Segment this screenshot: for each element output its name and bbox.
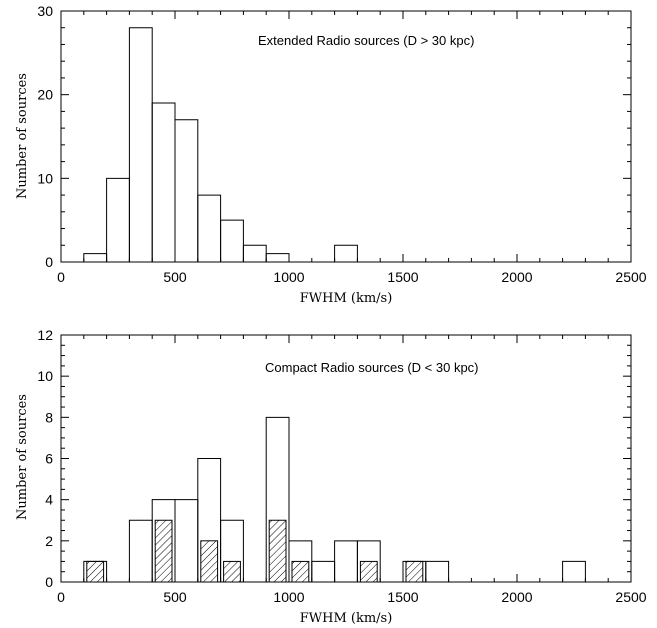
hatched-bar [405, 560, 424, 583]
histogram-bar [106, 177, 130, 262]
x-tick-label: 2500 [615, 269, 646, 285]
hatched-bar [359, 560, 378, 583]
histogram-bar [174, 119, 199, 262]
histogram-bar [83, 253, 108, 262]
histogram-bar [197, 194, 222, 262]
histogram-bar [334, 540, 358, 582]
annotation-compact: Compact Radio sources (D < 30 kpc) [265, 360, 479, 375]
x-tick-label: 2000 [501, 269, 532, 285]
x-tick-label: 1000 [273, 589, 304, 605]
y-tick-label: 0 [45, 254, 53, 270]
y-tick-label: 2 [45, 533, 53, 549]
y-tick-label: 30 [37, 3, 53, 19]
y-axis-title: Number of sources [15, 394, 30, 520]
x-tick-label: 500 [163, 269, 187, 285]
histogram-bar [334, 244, 358, 262]
hatched-bar [291, 560, 310, 583]
histogram-bar [151, 102, 176, 262]
histogram-bar [220, 519, 244, 582]
hatched-bar [268, 519, 287, 583]
y-tick-label: 12 [37, 327, 53, 343]
y-tick-label: 4 [45, 492, 53, 508]
x-tick-label: 0 [57, 269, 65, 285]
panel-compact-sources: Compact Radio sources (D < 30 kpc) FWHM … [15, 327, 647, 626]
x-tick-label: 1500 [387, 589, 418, 605]
y-axis-title: Number of sources [15, 73, 30, 199]
histogram-bar [242, 244, 267, 262]
y-tick-label: 10 [37, 368, 53, 384]
histogram-bar [562, 560, 586, 582]
histogram-bar [311, 560, 336, 582]
hatched-bar [154, 519, 173, 583]
plot-frame [60, 10, 632, 263]
histogram-bar [356, 540, 381, 582]
x-axis-title: FWHM (km/s) [300, 611, 393, 626]
hatched-bar [200, 540, 219, 583]
y-tick-label: 6 [45, 451, 53, 467]
panel-extended-sources: Extended Radio sources (D > 30 kpc) FWHM… [15, 3, 647, 306]
x-tick-label: 0 [57, 589, 65, 605]
hatched-bar [223, 560, 241, 583]
x-tick-label: 1000 [273, 269, 304, 285]
x-tick-label: 2000 [501, 589, 532, 605]
x-tick-label: 2500 [615, 589, 646, 605]
histogram-bar [174, 499, 199, 582]
y-tick-label: 0 [45, 574, 53, 590]
histogram-bar [128, 519, 153, 582]
histogram-bar [265, 253, 290, 262]
x-axis-title: FWHM (km/s) [300, 291, 393, 306]
y-tick-label: 8 [45, 409, 53, 425]
y-tick-label: 10 [37, 170, 53, 186]
histogram-bar [220, 219, 244, 262]
histogram-bar [265, 416, 290, 582]
x-tick-label: 1500 [387, 269, 418, 285]
annotation-extended: Extended Radio sources (D > 30 kpc) [258, 33, 474, 48]
histogram-bar [425, 560, 450, 582]
hatched-bar [86, 560, 105, 583]
histogram-bar [128, 27, 153, 262]
x-tick-label: 500 [163, 589, 187, 605]
y-tick-label: 20 [37, 87, 53, 103]
